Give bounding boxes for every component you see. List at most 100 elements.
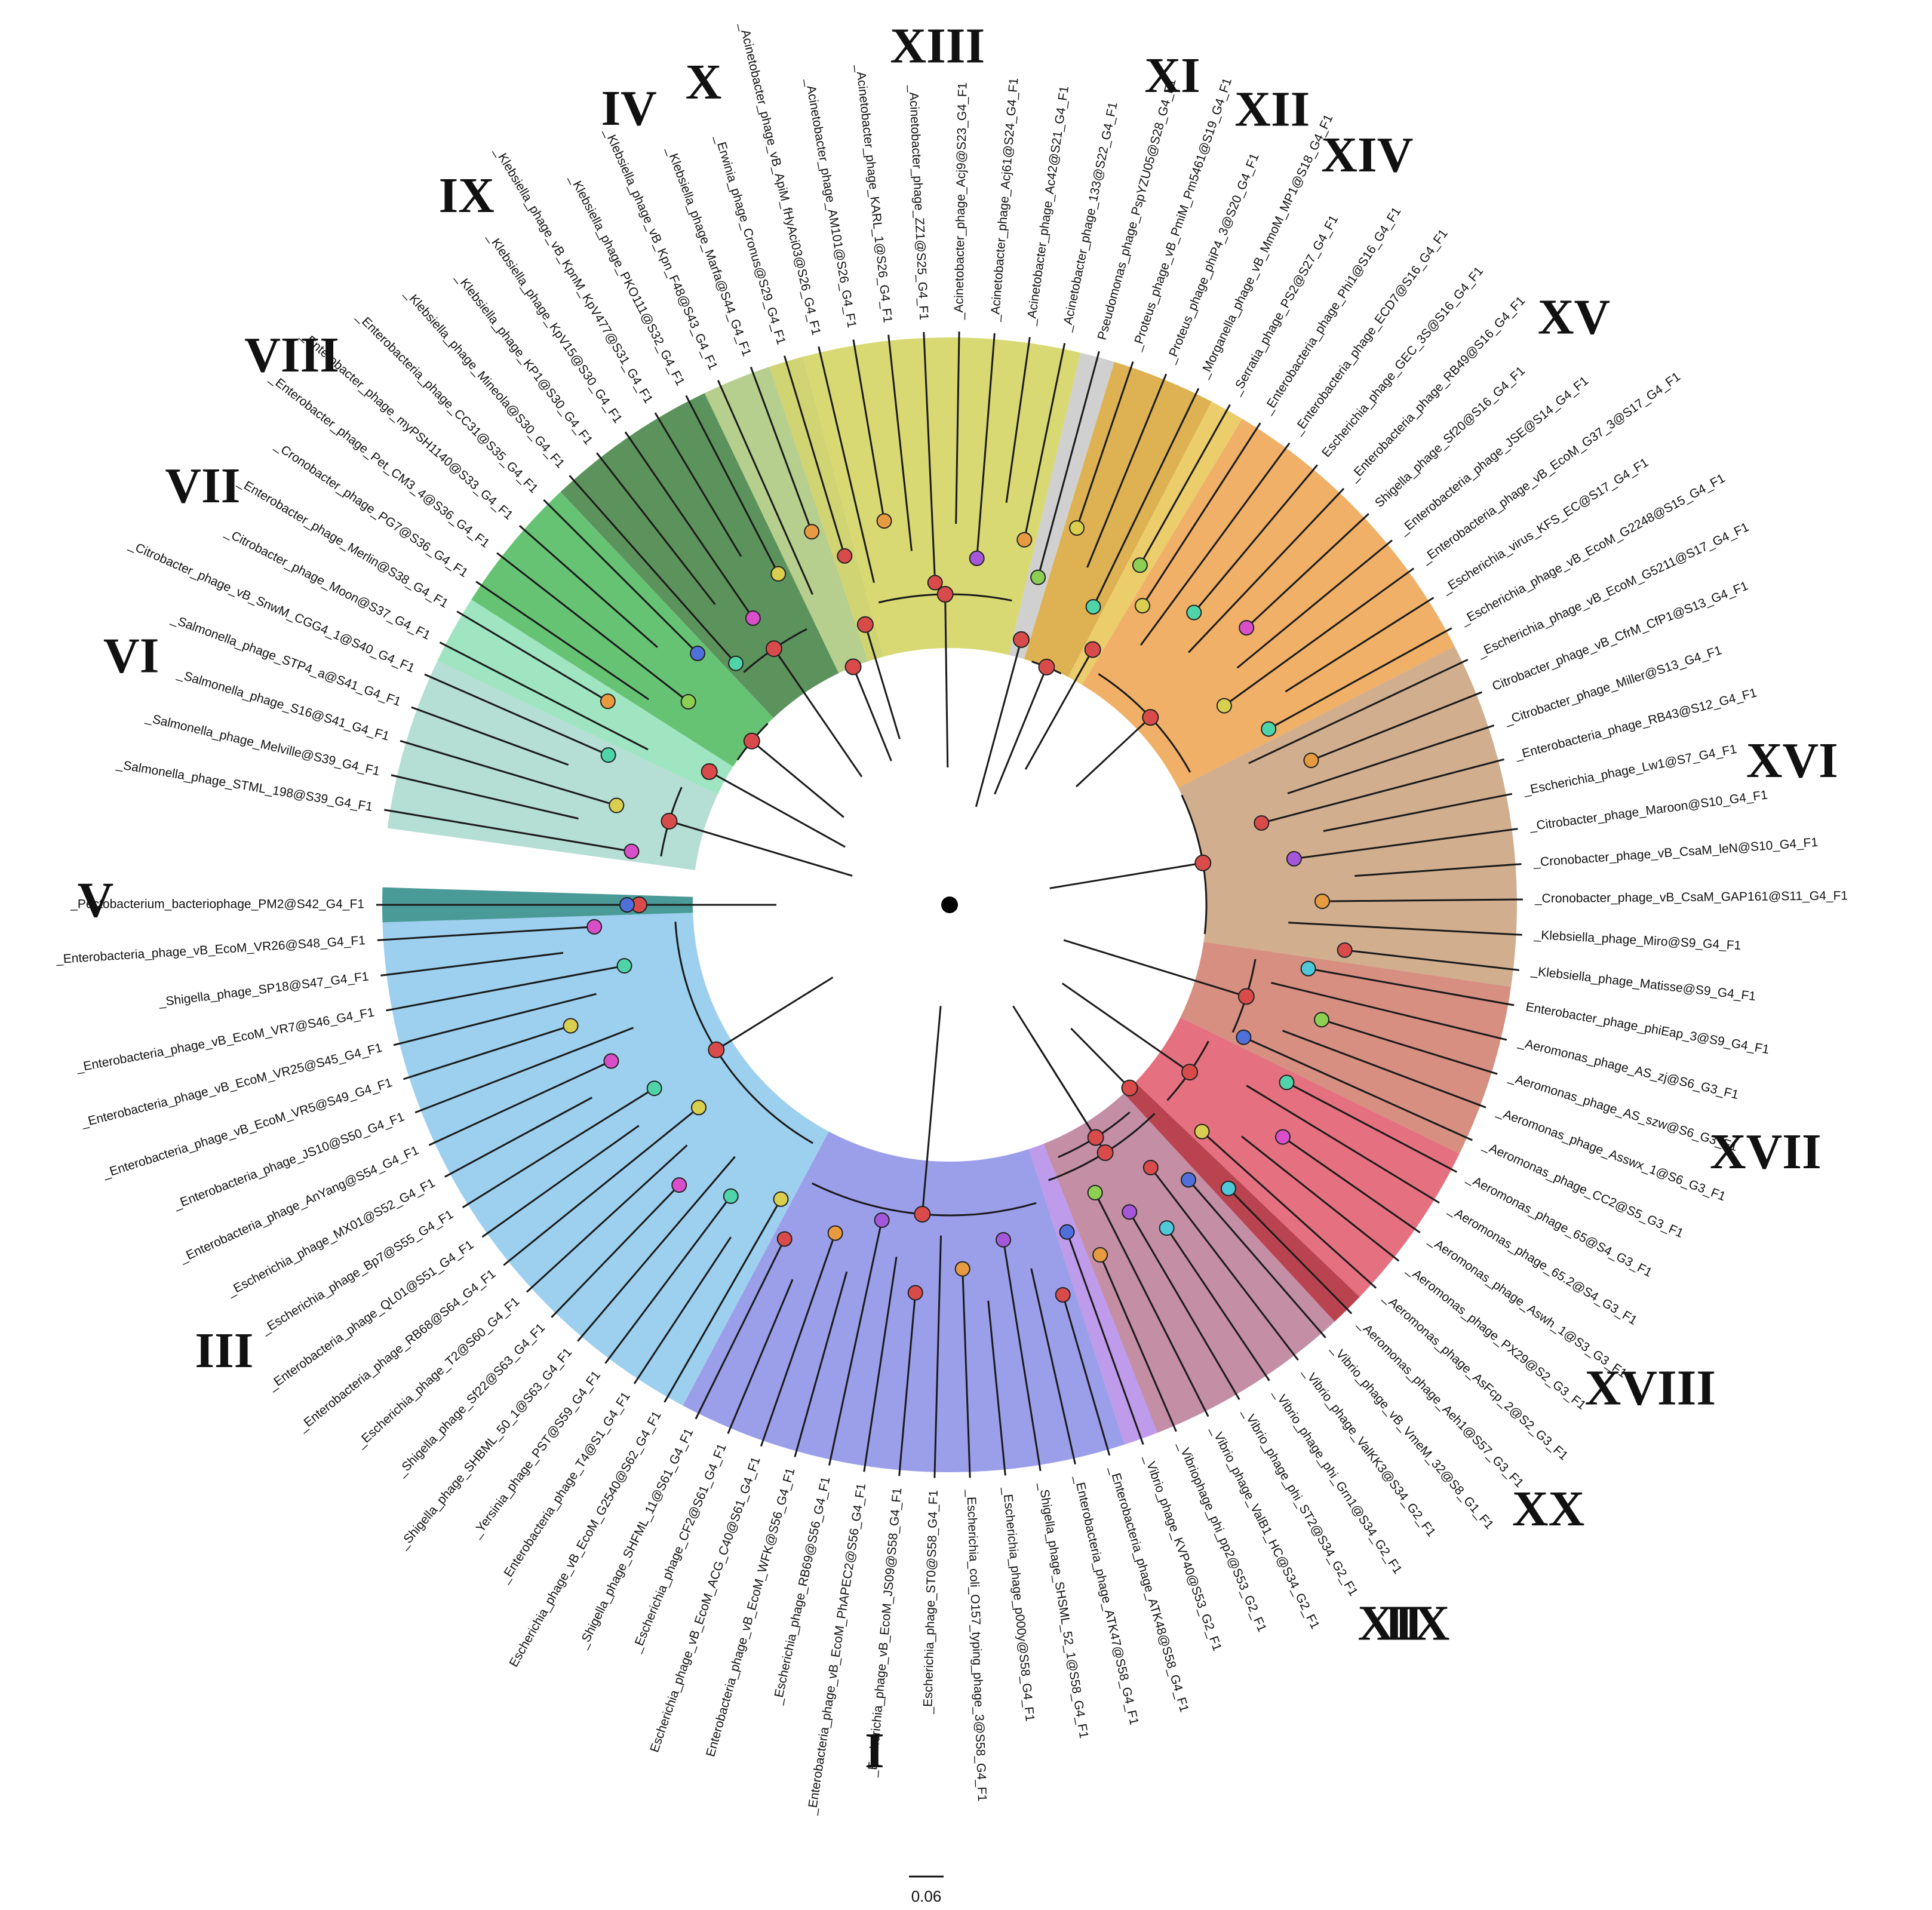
internal-node [804,524,820,540]
leaf-branch [784,355,846,557]
leaf-branch [543,499,699,655]
internal-node [927,575,943,591]
leaf-branch [1086,373,1168,568]
leaf-branch [1066,1232,1144,1445]
leaf-label: _Salmonella_phage_STP4_a@S41_G4_F1 [169,612,403,709]
internal-node [1261,721,1277,737]
leaf-label: _Proteus_phage_phiP4_3@S20_G4_F1 [1163,151,1261,366]
leaf-branch [569,475,737,664]
leaf-label: _Aeromonas_phage_Asswx_1@S6_G3_F1 [1494,1104,1727,1203]
clade-label-i: I [865,1723,884,1779]
internal-node [1181,1172,1197,1188]
leaf-branch [750,366,813,532]
internal-node [1216,698,1232,714]
leaf-branch [1166,1227,1270,1381]
leaf-branch [496,552,689,703]
clade-node [1012,631,1030,648]
leaf-branch [424,673,609,756]
leaf-label: _Klebsiella_phage_Matisse@S9_G4_F1 [1529,964,1756,1003]
leaf-branch [475,581,650,701]
leaf-branch [403,1025,571,1080]
clade-label-xi: XI [1144,48,1200,103]
clade-sector-xii [1024,361,1212,677]
internal-node [1092,1247,1108,1263]
clade-sector-vi [387,661,718,870]
clade-sector-vii [437,599,733,795]
clade-label-xviii: XVIII [1585,1361,1716,1416]
internal-node [1314,893,1330,910]
clade-label-viii: VIII [244,327,339,383]
internal-node [776,1231,793,1247]
internal-node [1030,569,1046,585]
clade-node [1084,641,1101,658]
leaf-branch [987,1300,1006,1476]
clade-node [1087,1129,1104,1146]
clade-label-iii: III [195,1323,253,1378]
internal-node [609,797,625,813]
leaf-branch [962,1269,971,1478]
clade-stem [751,740,844,818]
clade-stem [944,594,949,768]
internal-node [728,655,744,671]
clade-stem [715,977,834,1051]
internal-node [1135,598,1151,614]
clade-stem [1031,1036,1096,1138]
leaf-branch [439,641,649,751]
leaf-branch [1141,422,1261,606]
internal-node [646,1080,662,1097]
internal-node [1142,1159,1159,1175]
leaf-branch [577,1156,736,1342]
leaf-branch [933,1235,942,1478]
leaf-branch [923,331,936,583]
clade-node [914,1205,931,1223]
leaf-branch [1294,828,1518,860]
leaf-label: _Escherichia_phage_p000y@S58_G4_F1 [1000,1486,1037,1722]
clade-stem [669,820,853,877]
leaf-branch [1321,1018,1498,1075]
leaf-branch [1150,1166,1299,1361]
leaf-label: _Acinetobacter_phage_KARL_1@S26_G4_F1 [853,63,895,324]
leaf-branch [414,1027,634,1114]
leaf-branch [1023,343,1066,541]
leaf-branch [1243,1036,1473,1141]
leaf-branch [760,1233,837,1447]
clade-stem [975,639,1022,807]
clade-stem [1070,1027,1131,1089]
internal-node [1085,598,1101,615]
clade-node [1194,854,1212,871]
internal-node [1159,1220,1175,1236]
leaf-label: _Pectobacterium_bacteriophage_PM2@S42_G4… [70,898,364,911]
clade-sector-xiv [1068,401,1242,685]
leaf-branch [386,965,625,1012]
leaf-branch [1322,898,1523,902]
internal-node [1239,620,1255,636]
leaf-branch [604,1195,732,1364]
internal-node [770,566,787,582]
clade-label-v: V [78,872,114,928]
leaf-label: _Vibriophage_phi_pp2@S53_G2_F1 [1175,1439,1269,1633]
internal-node [745,610,761,627]
internal-node [1313,1012,1329,1028]
tree-nodes [563,513,1353,1303]
internal-node [1254,815,1270,831]
clade-sector-iii [382,913,829,1406]
leaf-branch [1005,337,1031,503]
internal-node [600,693,616,710]
leaf-branch [380,951,564,977]
leaf-branch [1092,388,1200,607]
internal-node [1186,604,1202,621]
leaf-branch [654,412,742,557]
internal-node [1016,532,1033,548]
internal-node [1220,1180,1236,1196]
leaf-branch [1248,659,1469,764]
leaf-branch [1227,1187,1353,1315]
internal-node [586,919,603,935]
leaf-label: Enterobacteria_phage_vB_EcoM_WFK@S56_G4_… [704,1466,797,1758]
internal-node [1286,850,1302,867]
clade-node [1181,1064,1199,1081]
leaf-branch [1310,691,1483,761]
clade-label-xv: XV [1538,290,1610,345]
leaf-label: _Enterobacteria_phage_vB_EcoM_VR5@S49_G4… [101,1076,394,1181]
leaf-branch [695,1238,786,1420]
leaf-branch [1128,1211,1240,1401]
